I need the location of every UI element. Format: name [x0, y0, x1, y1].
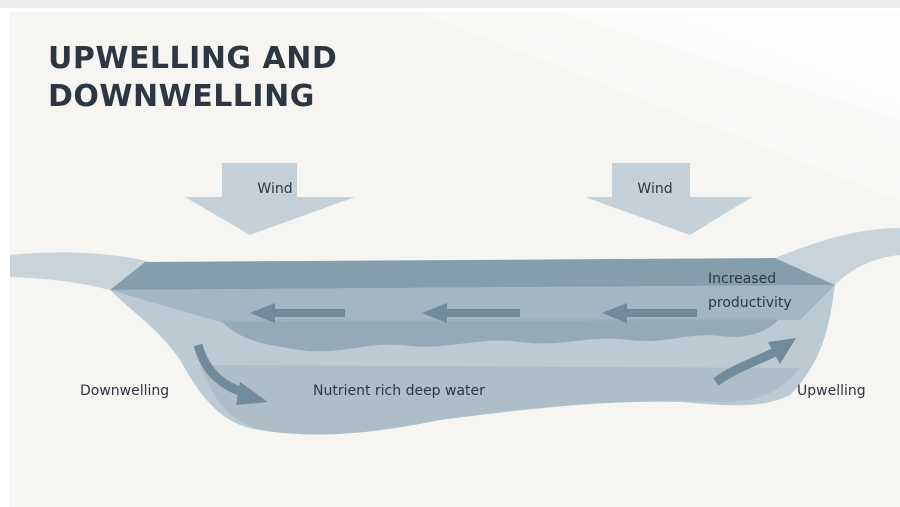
current-arrow: [602, 303, 697, 323]
mixed-layer: [220, 318, 780, 352]
surface-layer: [110, 258, 835, 290]
land-right: [775, 228, 900, 285]
title-line: DOWNWELLING: [48, 79, 315, 114]
wind-arrow: [585, 163, 752, 235]
top-bar: [0, 0, 900, 8]
wind-label: Wind: [637, 181, 672, 197]
deep-water: [200, 365, 800, 435]
wind-label: Wind: [257, 181, 292, 197]
upwelling-label: Upwelling: [797, 383, 866, 399]
productivity-label: Increased: [708, 271, 776, 287]
upwelling-arrow: [713, 347, 778, 386]
downwelling-arrow: [193, 343, 247, 398]
deep-water-label: Nutrient rich deep water: [313, 383, 485, 399]
productivity-label: productivity: [708, 295, 792, 311]
title-line: UPWELLING AND: [48, 41, 337, 76]
current-arrow: [422, 303, 520, 323]
wind-arrow: [185, 163, 355, 235]
upwelling-arrowhead: [768, 338, 796, 364]
current-arrow: [250, 303, 345, 323]
land-left: [10, 252, 150, 290]
light-rays: [560, 12, 900, 120]
downwelling-label: Downwelling: [80, 383, 169, 399]
downwelling-arrowhead: [236, 382, 268, 405]
